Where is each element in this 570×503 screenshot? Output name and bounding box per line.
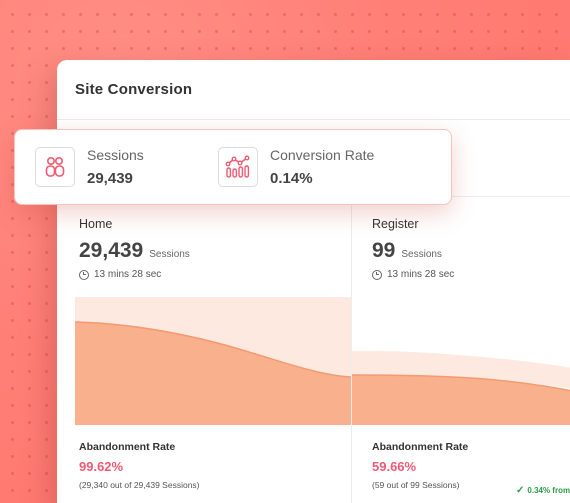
stat-label: Conversion Rate xyxy=(270,147,375,163)
funnel-area-fill xyxy=(352,375,570,425)
abandonment-detail: (29,340 out of 29,439 Sessions) xyxy=(79,480,200,490)
step-time: 13 mins 28 sec xyxy=(94,269,162,280)
clock-icon xyxy=(372,269,382,280)
abandonment-label: Abandonment Rate xyxy=(372,441,469,453)
stat-sessions[interactable]: Sessions 29,439 xyxy=(35,147,218,187)
stat-value: 0.14% xyxy=(270,170,313,187)
funnel-columns: Home 29,439 Sessions 13 mins 28 sec Aban… xyxy=(75,197,570,503)
sessions-icon xyxy=(35,147,75,187)
abandonment-block: Abandonment Rate 59.66% (59 out of 99 Se… xyxy=(372,441,468,490)
abandonment-detail: (59 out of 99 Sessions) xyxy=(372,480,460,490)
step-session-unit: Sessions xyxy=(401,249,442,260)
funnel-light-band xyxy=(352,351,570,389)
checkmark-icon: ✓ xyxy=(516,485,525,496)
funnel-area-upper xyxy=(352,297,570,368)
funnel-area-upper xyxy=(75,297,351,377)
step-page-name: Home xyxy=(79,217,113,231)
abandonment-rate: 99.62% xyxy=(79,459,124,474)
site-conversion-panel: Site Conversion Home 29,439 Sessions 13 … xyxy=(57,60,570,503)
step-session-unit: Sessions xyxy=(149,249,190,260)
step-page-name: Register xyxy=(372,217,419,231)
clock-icon xyxy=(79,269,89,280)
stats-summary-card: Sessions 29,439 Conversion Rate 0.14% xyxy=(14,129,452,205)
abandonment-label: Abandonment Rate xyxy=(79,441,176,453)
funnel-area-chart-register xyxy=(352,297,570,425)
trend-badge: ✓ 0.34% from xyxy=(516,485,570,496)
conversion-icon xyxy=(218,147,258,187)
step-session-count: 99 xyxy=(372,239,396,262)
panel-title: Site Conversion xyxy=(75,81,193,98)
stat-value: 29,439 xyxy=(87,170,133,187)
panel-header: Site Conversion xyxy=(57,60,570,120)
stat-conversion-rate[interactable]: Conversion Rate 0.14% xyxy=(218,147,374,187)
funnel-area-fill xyxy=(75,322,351,425)
trend-text: 0.34% from xyxy=(527,486,570,495)
step-time: 13 mins 28 sec xyxy=(387,269,455,280)
funnel-edge-line xyxy=(352,374,570,392)
funnel-step-home[interactable]: Home 29,439 Sessions 13 mins 28 sec Aban… xyxy=(75,197,351,503)
step-session-count: 29,439 xyxy=(79,239,144,262)
abandonment-block: Abandonment Rate 99.62% (29,340 out of 2… xyxy=(79,441,200,490)
funnel-edge-line xyxy=(75,321,351,378)
funnel-step-register[interactable]: Register 99 Sessions 13 mins 28 sec Aban… xyxy=(351,197,570,503)
funnel-area-chart-home xyxy=(75,297,351,425)
stat-label: Sessions xyxy=(87,147,144,163)
abandonment-rate: 59.66% xyxy=(372,459,417,474)
